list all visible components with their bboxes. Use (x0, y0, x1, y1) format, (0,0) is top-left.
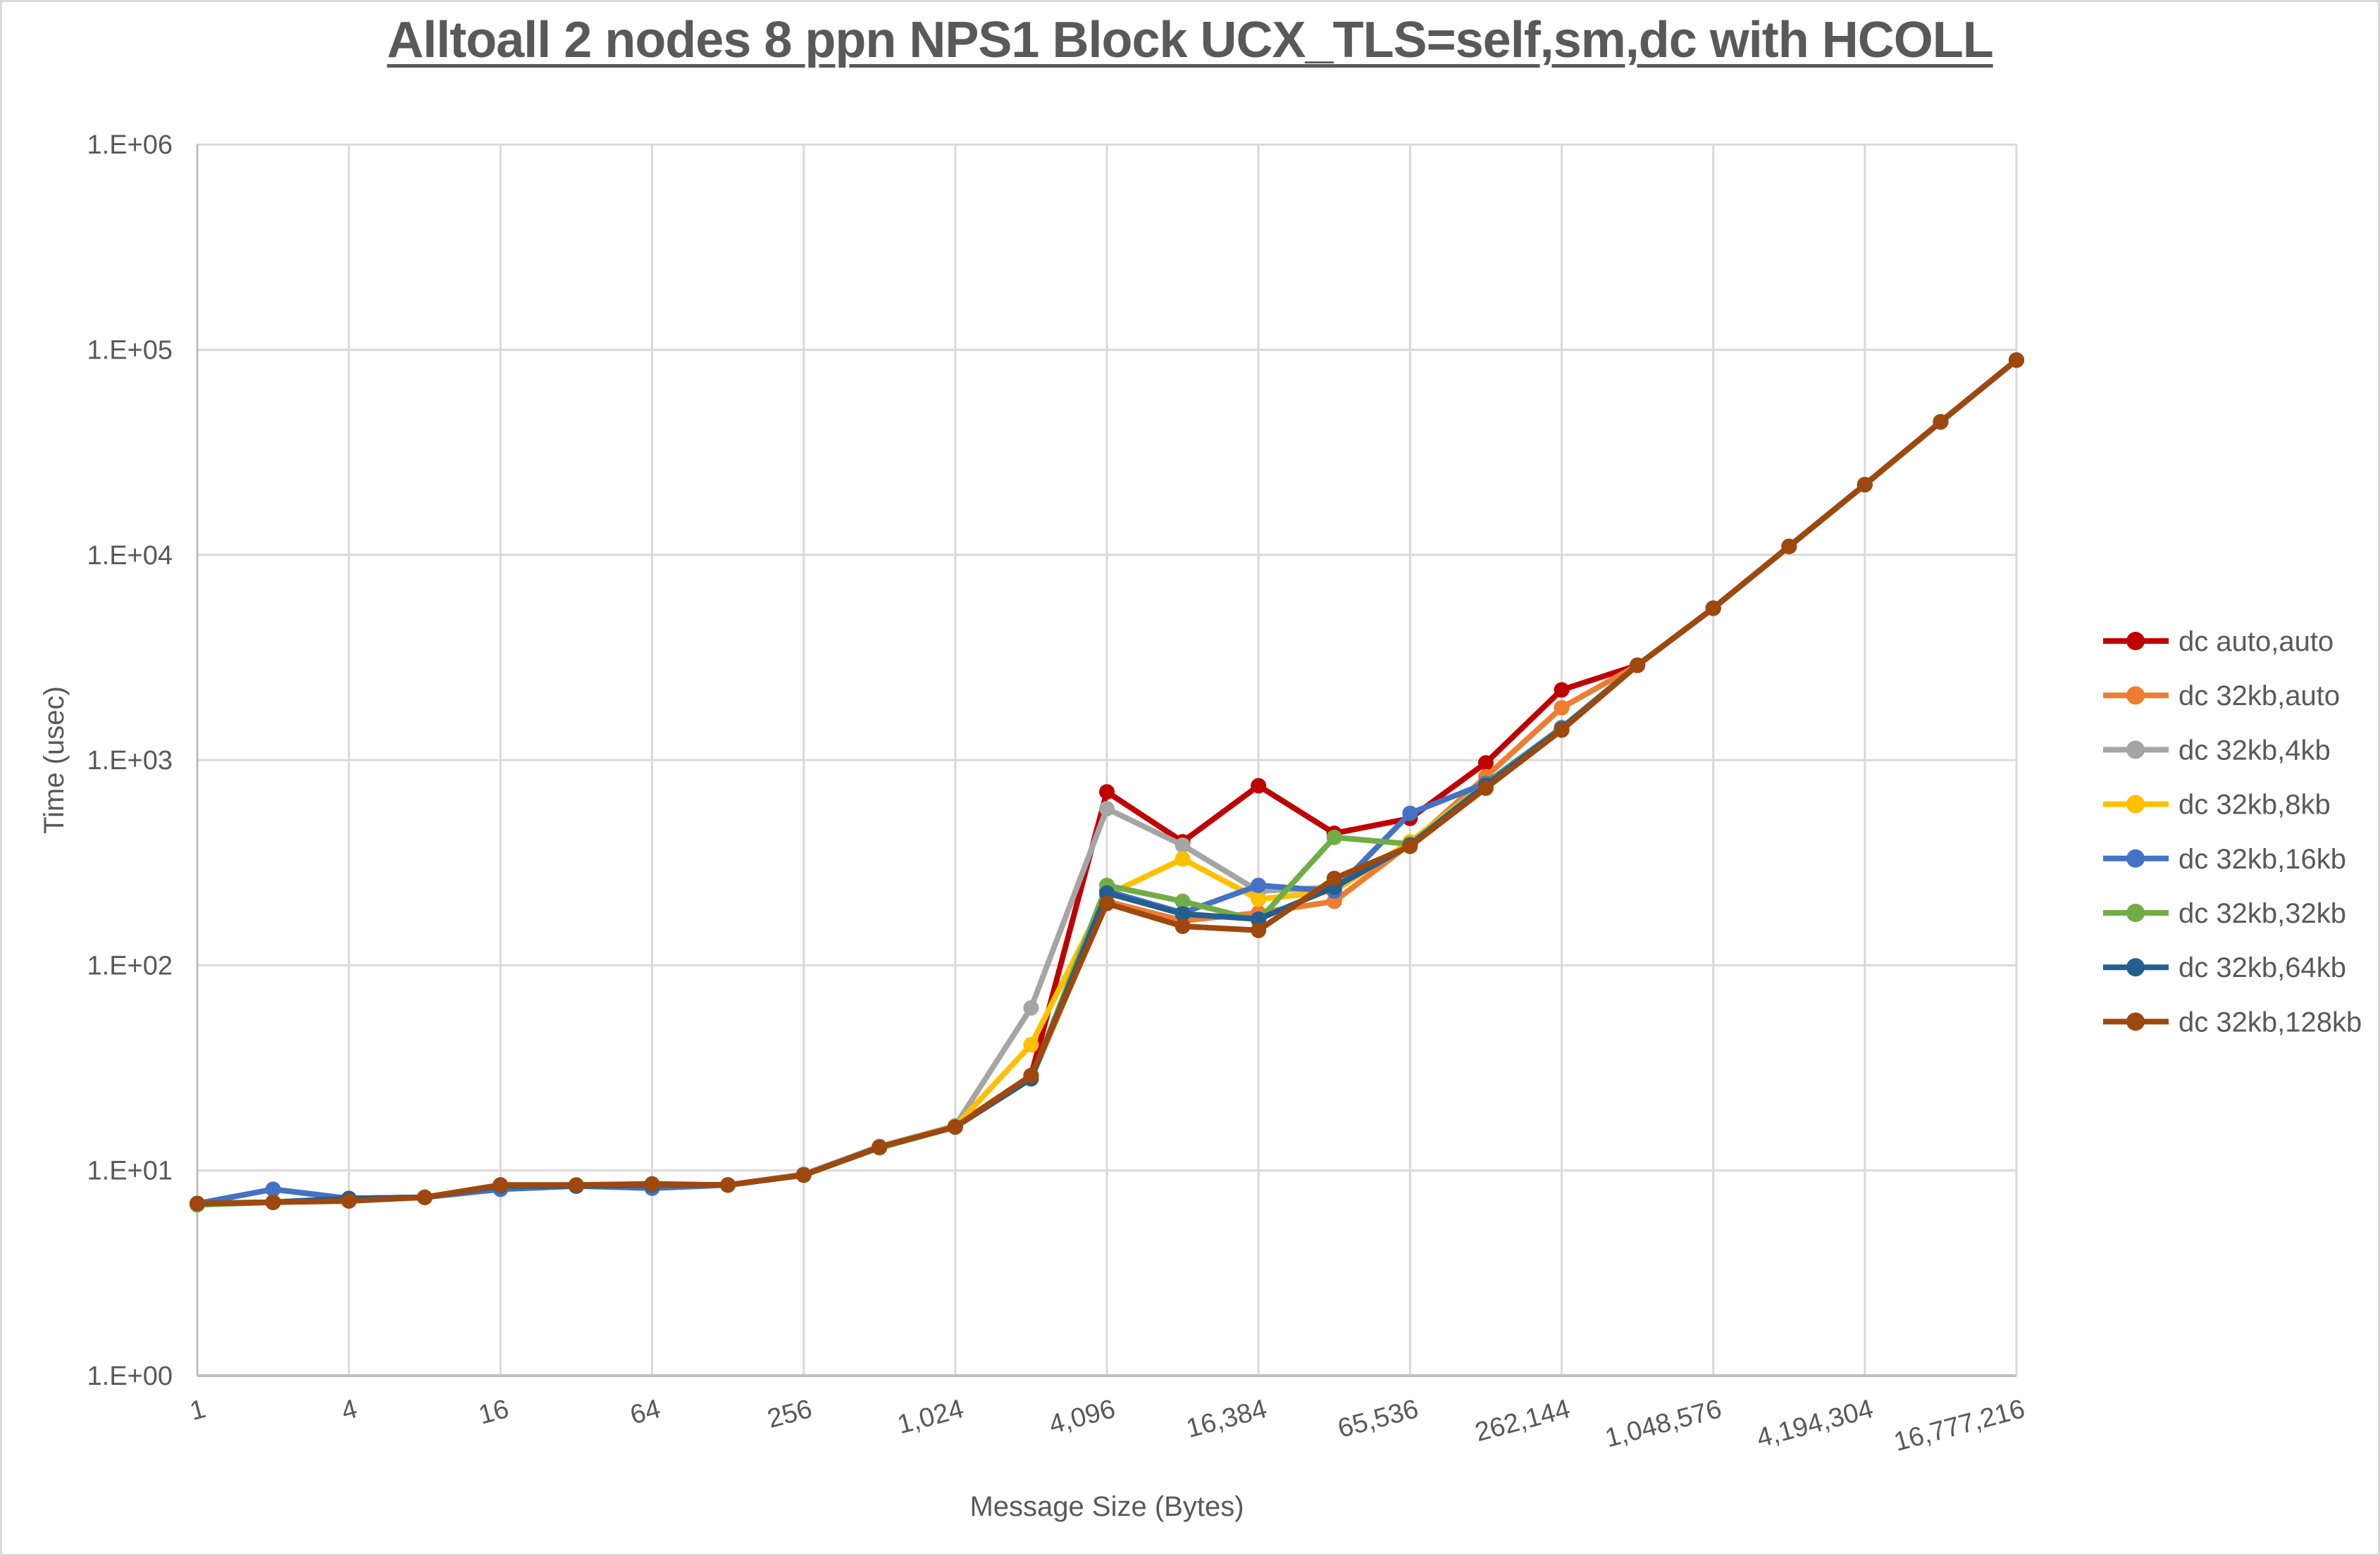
x-tick-label: 256 (764, 1394, 815, 1434)
legend-item: dc auto,auto (2103, 626, 2333, 657)
data-point-marker (947, 1119, 963, 1135)
legend-item: dc 32kb,16kb (2103, 844, 2346, 875)
legend-marker-dot-icon (2126, 740, 2145, 759)
data-point-marker (1933, 413, 1949, 430)
data-point-marker (720, 1177, 736, 1193)
data-point-marker (1023, 1000, 1039, 1016)
data-point-marker (1099, 784, 1115, 800)
x-tick-label: 4 (338, 1394, 360, 1426)
data-point-marker (568, 1177, 584, 1193)
data-point-marker (1023, 1068, 1039, 1083)
legend-marker-dot-icon (2126, 904, 2145, 922)
legend-item-label: dc 32kb,128kb (2178, 1007, 2362, 1038)
data-point-marker (190, 1195, 205, 1212)
x-tick-label: 16,384 (1183, 1394, 1270, 1444)
data-point-marker (1554, 682, 1570, 698)
data-point-marker (1174, 837, 1191, 853)
data-point-marker (1402, 805, 1418, 821)
data-point-marker (1251, 878, 1267, 893)
legend-item: dc 32kb,auto (2103, 680, 2340, 711)
legend-item-label: dc 32kb,4kb (2178, 735, 2331, 766)
legend-item-label: dc auto,auto (2178, 626, 2333, 657)
legend-marker-dot-icon (2126, 849, 2145, 868)
x-tick-label: 262,144 (1472, 1394, 1573, 1448)
legend-item: dc 32kb,64kb (2103, 952, 2346, 983)
data-point-marker (1099, 801, 1115, 816)
data-point-marker (1174, 893, 1191, 909)
data-point-marker (2009, 352, 2024, 368)
data-point-marker (1099, 895, 1115, 911)
x-tick-label: 1 (187, 1394, 209, 1426)
legend-item: dc 32kb,32kb (2103, 898, 2346, 929)
data-point-marker (1251, 911, 1267, 927)
legend-item-label: dc 32kb,8kb (2178, 790, 2331, 821)
y-tick-label: 1.E+05 (87, 336, 173, 366)
x-tick-label: 1,048,576 (1602, 1394, 1725, 1453)
legend-item-label: dc 32kb,auto (2178, 680, 2340, 711)
data-point-marker (1251, 778, 1267, 794)
y-axis-title: Time (usec) (39, 686, 70, 834)
data-point-marker (1174, 851, 1191, 867)
legend-item-label: dc 32kb,16kb (2178, 844, 2346, 875)
data-point-marker (1402, 838, 1418, 854)
data-point-marker (1174, 919, 1191, 934)
x-tick-label: 64 (627, 1394, 664, 1431)
y-tick-label: 1.E+02 (87, 951, 173, 981)
data-point-marker (416, 1189, 433, 1205)
x-tick-label: 16 (476, 1394, 512, 1431)
data-point-marker (492, 1177, 509, 1193)
legend-item: dc 32kb,4kb (2103, 735, 2331, 766)
legend-marker-dot-icon (2126, 686, 2145, 705)
data-point-marker (1630, 657, 1646, 673)
y-tick-label: 1.E+01 (87, 1157, 173, 1186)
legend-marker-dot-icon (2126, 1012, 2145, 1031)
data-point-marker (1477, 780, 1494, 796)
data-point-marker (872, 1139, 888, 1155)
legend-marker-dot-icon (2126, 958, 2145, 977)
legend-item-label: dc 32kb,64kb (2178, 952, 2346, 983)
data-point-marker (1326, 829, 1342, 845)
x-tick-label: 16,777,216 (1891, 1394, 2028, 1457)
x-axis-title: Message Size (Bytes) (969, 1491, 1244, 1522)
data-point-marker (1477, 755, 1494, 771)
legend-item: dc 32kb,8kb (2103, 790, 2331, 821)
data-point-marker (341, 1193, 357, 1209)
data-point-marker (1554, 699, 1570, 716)
data-point-marker (644, 1176, 660, 1192)
y-tick-label: 1.E+04 (87, 541, 173, 571)
y-tick-label: 1.E+00 (87, 1362, 173, 1391)
data-point-marker (1857, 477, 1873, 493)
x-tick-label: 1,024 (894, 1394, 967, 1440)
data-point-marker (1251, 891, 1267, 907)
data-point-marker (795, 1167, 812, 1183)
data-point-marker (1554, 722, 1570, 738)
data-point-marker (1705, 600, 1721, 616)
data-point-marker (1251, 922, 1267, 938)
y-tick-label: 1.E+06 (87, 130, 173, 160)
legend-item: dc 32kb,128kb (2103, 1007, 2362, 1038)
data-point-marker (1174, 906, 1191, 922)
x-tick-label: 4,194,304 (1754, 1394, 1876, 1453)
legend-item-label: dc 32kb,32kb (2178, 898, 2346, 929)
data-point-marker (1326, 871, 1342, 887)
data-point-marker (265, 1181, 281, 1197)
data-point-marker (265, 1194, 281, 1210)
data-point-marker (1023, 1037, 1039, 1053)
legend-marker-dot-icon (2126, 795, 2145, 814)
x-tick-label: 4,096 (1046, 1394, 1119, 1440)
x-tick-label: 65,536 (1335, 1394, 1422, 1444)
legend-marker-dot-icon (2126, 632, 2145, 650)
data-point-marker (1781, 538, 1797, 554)
chart-title: Alltoall 2 nodes 8 ppn NPS1 Block UCX_TL… (387, 12, 1993, 68)
y-tick-label: 1.E+03 (87, 746, 173, 776)
